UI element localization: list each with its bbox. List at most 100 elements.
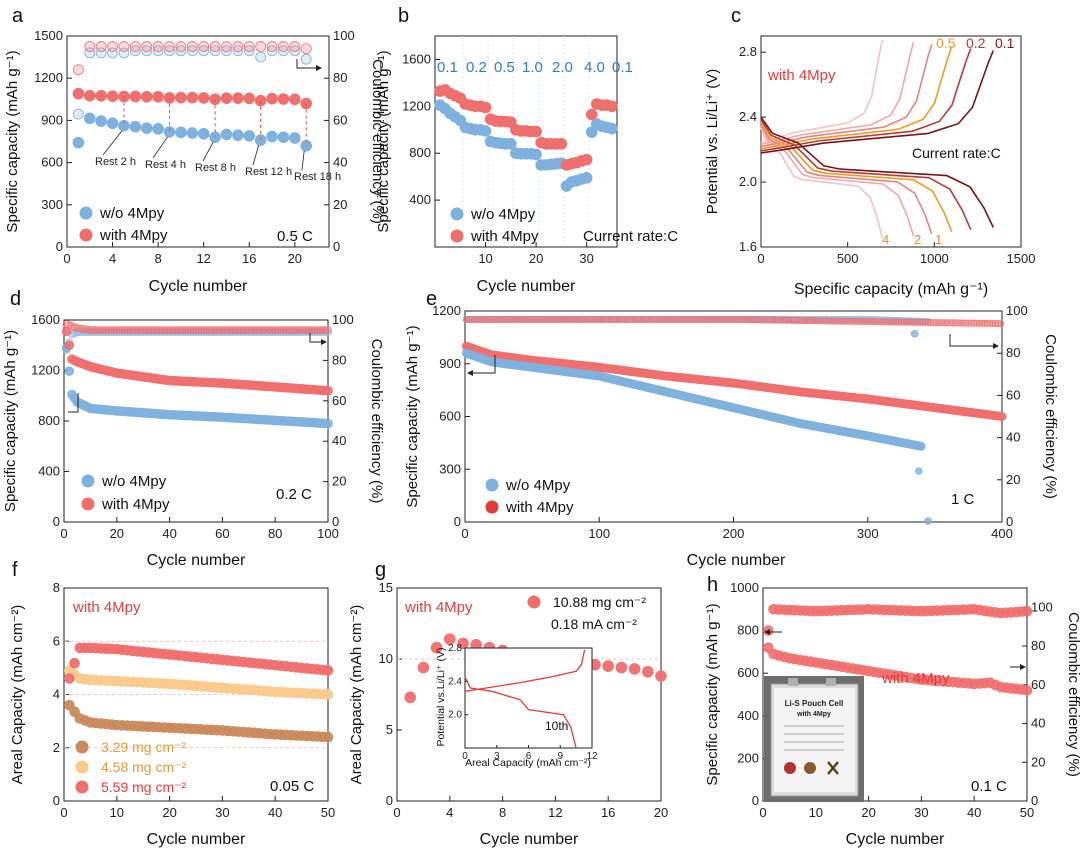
data-point bbox=[910, 330, 919, 338]
panel-letter: b bbox=[398, 5, 409, 27]
data-point bbox=[954, 319, 962, 327]
data-point bbox=[631, 315, 639, 323]
inset-y-label: Potential vs.Li/Li⁺ (V) bbox=[435, 648, 447, 747]
data-point bbox=[752, 316, 760, 324]
data-point bbox=[152, 41, 164, 52]
data-point bbox=[289, 93, 301, 106]
data-point bbox=[497, 315, 505, 323]
data-point bbox=[578, 315, 586, 323]
charge-curve bbox=[760, 44, 933, 148]
data-point bbox=[140, 90, 153, 103]
data-point bbox=[951, 319, 959, 327]
y2-tick-label: 0 bbox=[1031, 793, 1038, 808]
y-tick-label: 1600 bbox=[402, 51, 431, 66]
data-point bbox=[803, 317, 811, 325]
legend-label: with 4Mpy bbox=[99, 227, 168, 244]
data-point bbox=[84, 41, 96, 52]
tab-left bbox=[788, 678, 798, 686]
y-tick-label: 5 bbox=[386, 722, 393, 737]
data-point bbox=[157, 326, 166, 334]
y2-tick-label: 80 bbox=[332, 352, 346, 367]
inset-x-tick-label: 6 bbox=[526, 751, 532, 762]
data-point bbox=[637, 315, 645, 323]
pouch-cell-photo: Li-S Pouch Cell with 4Mpy bbox=[764, 676, 864, 802]
data-point bbox=[136, 326, 145, 334]
y2-tick-label: 100 bbox=[333, 28, 355, 43]
data-point bbox=[215, 326, 224, 334]
rate-curve-label: 0.5 bbox=[936, 35, 956, 51]
data-point bbox=[717, 315, 725, 323]
legend-label: with 4Mpy bbox=[505, 499, 574, 516]
data-point bbox=[243, 130, 256, 142]
x-tick-label: 0 bbox=[461, 526, 468, 541]
data-point bbox=[202, 326, 211, 334]
y-axis-label: Specific capacity (mAh g⁻¹) bbox=[704, 603, 721, 785]
data-point bbox=[113, 326, 121, 334]
rest-annotation: Rest 18 h bbox=[294, 171, 341, 183]
data-point bbox=[589, 315, 597, 323]
data-point bbox=[300, 326, 309, 334]
data-point bbox=[900, 318, 908, 326]
data-point bbox=[176, 326, 184, 334]
rate-label: 0.5 C bbox=[277, 228, 313, 245]
y-tick-label: 600 bbox=[41, 155, 63, 170]
y-tick-label: 4 bbox=[53, 687, 60, 702]
data-point bbox=[669, 315, 677, 323]
x-tick-label: 16 bbox=[242, 251, 256, 266]
panel-g: 0 4 8 12 16 20 0 5 10 15 Cycle number Areal Capacit… bbox=[348, 580, 668, 848]
x-tick-label: 30 bbox=[579, 251, 593, 266]
data-point bbox=[171, 326, 179, 334]
axis-arrow-head bbox=[321, 339, 327, 345]
data-point bbox=[303, 326, 311, 334]
data-point bbox=[766, 316, 774, 324]
data-point bbox=[69, 657, 80, 669]
data-point bbox=[118, 41, 130, 52]
data-point bbox=[287, 326, 295, 334]
data-point bbox=[519, 315, 527, 323]
data-point bbox=[628, 663, 641, 675]
data-point bbox=[854, 317, 862, 325]
legend-label: w/o 4Mpy bbox=[505, 477, 571, 494]
data-point bbox=[833, 317, 841, 325]
data-point bbox=[529, 315, 537, 323]
inset-x-tick-label: 12 bbox=[586, 751, 598, 762]
data-point bbox=[175, 41, 187, 52]
panel-letter: f bbox=[12, 559, 18, 581]
data-point bbox=[530, 125, 542, 138]
legend-marker bbox=[75, 760, 89, 774]
data-point bbox=[868, 318, 876, 326]
x-tick-label: 4 bbox=[109, 251, 116, 266]
data-point bbox=[908, 318, 916, 326]
data-point bbox=[232, 45, 244, 57]
data-point bbox=[175, 126, 187, 139]
y2-tick-label: 60 bbox=[1006, 387, 1020, 402]
legend-marker bbox=[75, 740, 89, 754]
rate-curve-label: 1 bbox=[935, 232, 942, 247]
y2-tick-label: 80 bbox=[333, 70, 347, 85]
legend-marker bbox=[79, 206, 93, 220]
data-point bbox=[322, 689, 334, 700]
y-axis-label: Specific capacity (mAh g⁻¹) bbox=[404, 325, 421, 507]
y2-tick-label: 20 bbox=[332, 474, 346, 489]
data-point bbox=[606, 100, 618, 113]
data-point bbox=[197, 92, 210, 104]
data-point bbox=[610, 315, 618, 323]
data-point bbox=[825, 317, 833, 325]
inset-plot: 0 3 6 9 12 2.0 2.4 2.8 10th Areal Capacity (mAh c… bbox=[435, 643, 598, 769]
data-point bbox=[860, 317, 868, 325]
data-point bbox=[91, 326, 100, 334]
data-point bbox=[487, 315, 495, 323]
y-tick-label: 1200 bbox=[402, 98, 431, 113]
data-point bbox=[128, 326, 137, 334]
data-point bbox=[198, 41, 210, 52]
y2-tick-label: 100 bbox=[332, 312, 354, 327]
axis-arrow-head bbox=[467, 370, 473, 376]
data-point bbox=[626, 315, 634, 323]
cell-label bbox=[774, 688, 855, 792]
data-point bbox=[252, 326, 261, 334]
x-tick-label: 20 bbox=[654, 805, 668, 820]
rate-label: Current rate:C bbox=[912, 145, 1001, 161]
data-point bbox=[548, 315, 556, 323]
y2-tick-label: 100 bbox=[1006, 303, 1028, 318]
